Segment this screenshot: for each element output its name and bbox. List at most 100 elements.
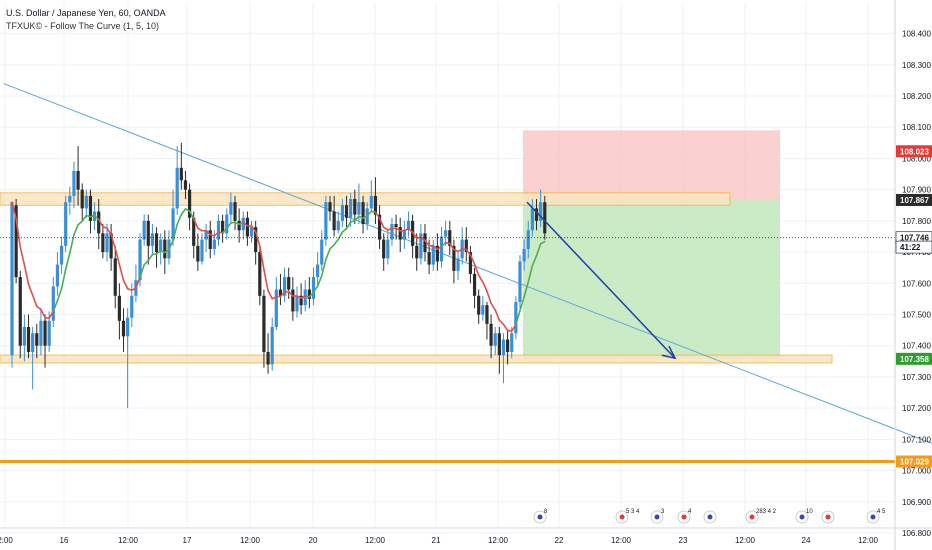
- candle-body[interactable]: [14, 205, 18, 278]
- candle-body[interactable]: [415, 245, 419, 259]
- candle-body[interactable]: [506, 339, 510, 352]
- candle-body[interactable]: [406, 220, 411, 231]
- candle-body[interactable]: [497, 333, 501, 356]
- candle-body[interactable]: [493, 333, 497, 346]
- candle-body[interactable]: [402, 230, 406, 240]
- candle-body[interactable]: [439, 236, 444, 262]
- candle-body[interactable]: [22, 327, 26, 346]
- candle-body[interactable]: [117, 295, 121, 321]
- candle-body[interactable]: [163, 239, 167, 259]
- candle-body[interactable]: [216, 220, 221, 240]
- candle-body[interactable]: [539, 202, 543, 221]
- candle-body[interactable]: [316, 264, 320, 278]
- candle-body[interactable]: [221, 220, 225, 234]
- candle-body[interactable]: [423, 233, 427, 253]
- candle-body[interactable]: [55, 264, 60, 287]
- candle-body[interactable]: [51, 286, 55, 321]
- candle-body[interactable]: [47, 320, 51, 346]
- candle-body[interactable]: [398, 227, 402, 240]
- candle-body[interactable]: [369, 195, 373, 209]
- candle-body[interactable]: [245, 217, 250, 237]
- candle-body[interactable]: [142, 220, 146, 240]
- candle-body[interactable]: [291, 289, 295, 312]
- candle-body[interactable]: [328, 202, 332, 212]
- candle-body[interactable]: [68, 195, 72, 203]
- candle-body[interactable]: [278, 289, 283, 296]
- candle-body[interactable]: [76, 170, 80, 190]
- candle-body[interactable]: [464, 239, 468, 253]
- candle-body[interactable]: [390, 224, 394, 240]
- candle-body[interactable]: [105, 233, 109, 253]
- candle-body[interactable]: [526, 230, 530, 249]
- candle-body[interactable]: [254, 227, 258, 253]
- candle-body[interactable]: [270, 327, 274, 365]
- candle-body[interactable]: [26, 327, 31, 352]
- candle-body[interactable]: [452, 245, 456, 271]
- candle-body[interactable]: [10, 202, 14, 356]
- candle-body[interactable]: [130, 295, 134, 318]
- candle-body[interactable]: [303, 289, 307, 306]
- candle-body[interactable]: [344, 205, 349, 218]
- candle-body[interactable]: [489, 323, 493, 346]
- candle-body[interactable]: [448, 230, 452, 246]
- candle-body[interactable]: [212, 239, 216, 249]
- candle-body[interactable]: [382, 239, 386, 259]
- candle-body[interactable]: [266, 351, 270, 365]
- candle-body[interactable]: [225, 214, 229, 234]
- candle-body[interactable]: [427, 252, 431, 265]
- candle-body[interactable]: [204, 230, 208, 240]
- candle-body[interactable]: [126, 317, 130, 337]
- candle-body[interactable]: [477, 295, 481, 315]
- candle-body[interactable]: [39, 320, 43, 346]
- candle-body[interactable]: [64, 202, 68, 246]
- candle-body[interactable]: [200, 239, 204, 262]
- candle-body[interactable]: [332, 211, 336, 231]
- candle-body[interactable]: [299, 295, 303, 306]
- candle-body[interactable]: [419, 233, 423, 259]
- candle-body[interactable]: [468, 252, 473, 274]
- candle-body[interactable]: [522, 248, 526, 262]
- candle-body[interactable]: [183, 180, 188, 190]
- candle-body[interactable]: [456, 258, 460, 271]
- candle-body[interactable]: [287, 277, 291, 290]
- candle-body[interactable]: [72, 170, 76, 196]
- candle-body[interactable]: [510, 333, 514, 352]
- candle-body[interactable]: [349, 199, 353, 218]
- candle-body[interactable]: [324, 202, 328, 240]
- candle-body[interactable]: [171, 208, 175, 240]
- candle-body[interactable]: [88, 195, 93, 221]
- candle-body[interactable]: [121, 320, 126, 337]
- candle-body[interactable]: [361, 202, 365, 224]
- candle-body[interactable]: [43, 320, 47, 346]
- candle-body[interactable]: [84, 195, 88, 209]
- candle-body[interactable]: [377, 214, 382, 240]
- candle-body[interactable]: [274, 289, 278, 327]
- candle-body[interactable]: [179, 167, 183, 181]
- candle-body[interactable]: [175, 167, 179, 209]
- candle-body[interactable]: [159, 239, 163, 253]
- candle-body[interactable]: [357, 202, 361, 215]
- candle-body[interactable]: [101, 233, 105, 253]
- candle-body[interactable]: [150, 233, 155, 246]
- candle-body[interactable]: [481, 305, 485, 315]
- candle-body[interactable]: [340, 205, 344, 221]
- candle-body[interactable]: [31, 333, 35, 352]
- candle-body[interactable]: [208, 230, 212, 249]
- candle-body[interactable]: [394, 224, 398, 228]
- candle-body[interactable]: [35, 333, 39, 346]
- candle-body[interactable]: [386, 239, 390, 259]
- candle-body[interactable]: [435, 245, 439, 262]
- candle-body[interactable]: [97, 211, 101, 234]
- event-markers[interactable]: 8 5 3 4 3 4 283 4 2 10 4 5: [533, 509, 886, 524]
- candle-body[interactable]: [543, 202, 547, 234]
- candle-body[interactable]: [353, 199, 357, 215]
- candle-body[interactable]: [154, 233, 159, 253]
- candle-body[interactable]: [444, 230, 448, 237]
- candle-body[interactable]: [229, 202, 233, 215]
- candle-body[interactable]: [233, 202, 237, 221]
- candle-body[interactable]: [518, 261, 522, 303]
- candle-body[interactable]: [146, 220, 150, 246]
- candle-body[interactable]: [113, 258, 117, 296]
- candle-body[interactable]: [282, 277, 287, 296]
